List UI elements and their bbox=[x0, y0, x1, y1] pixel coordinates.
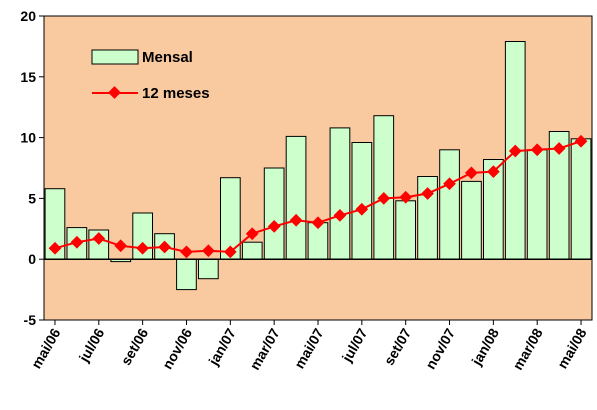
bar bbox=[285, 135, 307, 260]
bar bbox=[570, 138, 592, 260]
y-tick-label: 0 bbox=[28, 251, 36, 267]
x-tick-label: mai/07 bbox=[291, 325, 327, 371]
y-tick-label: 10 bbox=[20, 130, 36, 146]
legend-swatch-mensal bbox=[91, 49, 139, 65]
bar bbox=[263, 167, 285, 260]
y-tick-label: -5 bbox=[24, 312, 37, 328]
line-marker bbox=[355, 202, 369, 216]
legend: Mensal 12 meses bbox=[91, 49, 210, 102]
line-marker bbox=[245, 227, 259, 241]
x-tick-label: nov/07 bbox=[422, 325, 458, 372]
line-marker bbox=[377, 192, 391, 205]
x-tick-label: jan/07 bbox=[205, 325, 239, 368]
legend-label-mensal: Mensal bbox=[142, 49, 193, 66]
line-marker bbox=[311, 216, 325, 230]
line-marker bbox=[158, 240, 171, 254]
bar bbox=[176, 258, 197, 291]
line-marker bbox=[223, 245, 237, 259]
x-tick-label: mar/07 bbox=[246, 325, 283, 372]
line-marker bbox=[48, 241, 62, 255]
bar bbox=[329, 127, 351, 260]
line-marker bbox=[421, 187, 434, 200]
bar bbox=[373, 115, 395, 260]
x-tick-label: jan/08 bbox=[468, 325, 502, 368]
line-marker bbox=[202, 244, 215, 258]
line-marker bbox=[333, 209, 347, 222]
x-tick-label: mai/06 bbox=[28, 325, 64, 371]
x-tick-label: mar/08 bbox=[509, 325, 546, 372]
bar bbox=[439, 149, 460, 260]
bar bbox=[395, 200, 416, 260]
x-tick-label: nov/06 bbox=[159, 325, 195, 372]
line-marker bbox=[70, 235, 84, 249]
bar bbox=[351, 142, 373, 260]
line-marker bbox=[114, 239, 128, 253]
line-marker bbox=[487, 165, 500, 178]
bar bbox=[461, 180, 482, 260]
y-tick-label: 15 bbox=[20, 69, 36, 85]
bar bbox=[526, 149, 548, 260]
y-tick-label: 5 bbox=[28, 190, 36, 206]
legend-label-12meses: 12 meses bbox=[142, 85, 210, 102]
line-marker bbox=[136, 241, 149, 255]
x-tick-label: set/07 bbox=[381, 325, 415, 368]
line-marker bbox=[92, 232, 106, 245]
line-series bbox=[48, 134, 588, 259]
x-tick-label: jul/07 bbox=[338, 325, 370, 365]
bar bbox=[241, 241, 263, 260]
x-tick-label: jul/06 bbox=[75, 325, 107, 365]
line-marker bbox=[289, 213, 303, 227]
line-marker bbox=[465, 166, 478, 180]
line-marker bbox=[267, 220, 281, 233]
bar bbox=[198, 258, 219, 280]
y-tick-label: 20 bbox=[20, 8, 36, 24]
x-tick-label: mai/08 bbox=[554, 325, 590, 371]
line-marker bbox=[180, 245, 193, 259]
line-marker bbox=[443, 177, 456, 191]
x-tick-label: set/06 bbox=[118, 325, 152, 368]
line-marker bbox=[399, 190, 413, 204]
